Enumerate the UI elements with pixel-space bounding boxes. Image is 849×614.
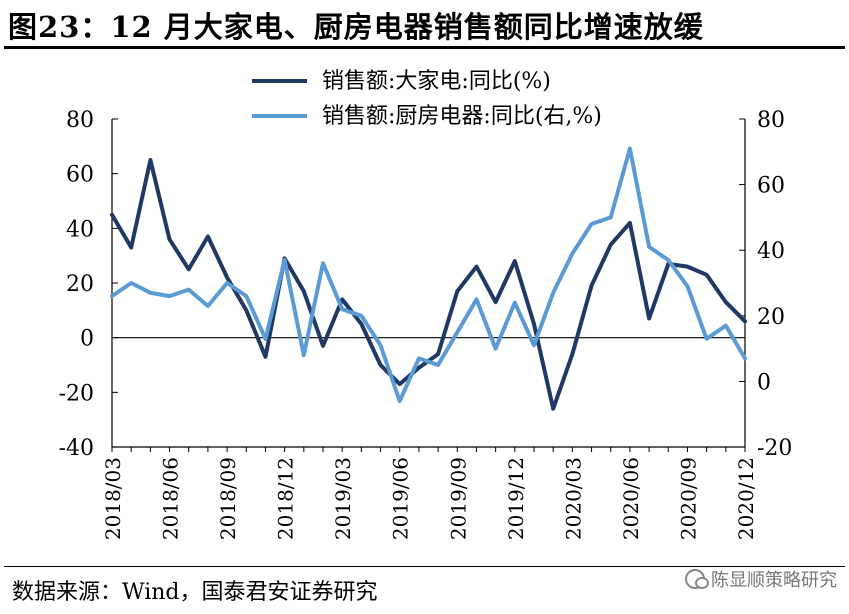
left-y-tick-label: 60 (66, 163, 94, 188)
legend-label-appliances: 销售额:大家电:同比(%) (322, 69, 551, 94)
title-underline (4, 46, 845, 49)
left-y-tick-label: 0 (80, 327, 94, 352)
left-y-tick-label: 40 (66, 217, 94, 242)
series-line-kitchen (110, 146, 747, 404)
left-y-tick-label: -40 (59, 436, 94, 461)
x-tick-label: 2020/12 (734, 457, 758, 540)
x-tick-label: 2019/09 (446, 457, 470, 540)
axes: -40 -20 0 20 40 60 80 -20 0 20 40 60 80 2018/03 2018/0… (59, 108, 793, 540)
x-tick-label: 2018/06 (159, 457, 183, 540)
x-tick-label: 2020/03 (561, 457, 585, 540)
right-y-tick-label: 80 (757, 108, 785, 133)
x-tick-label: 2019/03 (331, 457, 355, 540)
x-tick-label: 2018/03 (101, 457, 125, 540)
left-y-tick-label: -20 (59, 381, 94, 406)
right-y-tick-label: 20 (757, 305, 785, 330)
line-chart: -40 -20 0 20 40 60 80 -20 0 20 40 60 80 2018/03 2018/0… (59, 69, 793, 540)
x-tick-label: 2018/09 (216, 457, 240, 540)
x-tick-label: 2018/12 (274, 457, 298, 540)
left-y-tick-label: 80 (66, 108, 94, 133)
series-line-appliances (110, 158, 747, 411)
series-lines (110, 146, 747, 411)
x-tick-label: 2020/06 (619, 457, 643, 540)
watermark-text: 陈显顺策略研究 (711, 570, 837, 591)
x-tick-label: 2020/09 (676, 457, 700, 540)
right-y-tick-label: 40 (757, 239, 785, 264)
wechat-icon (685, 569, 709, 589)
x-tick-label: 2019/12 (504, 457, 528, 540)
legend: 销售额:大家电:同比(%) 销售额:厨房电器:同比(右,%) (252, 69, 602, 129)
x-tick-label: 2019/06 (389, 457, 413, 540)
chart-title: 图23：12 月大家电、厨房电器销售额同比增速放缓 (8, 10, 704, 44)
legend-label-kitchen: 销售额:厨房电器:同比(右,%) (322, 104, 602, 129)
source-note: 数据来源：Wind，国泰君安证券研究 (12, 580, 378, 605)
right-y-tick-label: -20 (757, 436, 792, 461)
left-y-tick-label: 20 (66, 272, 94, 297)
footer-divider (4, 566, 845, 567)
right-y-tick-label: 0 (757, 370, 771, 395)
watermark: 陈显顺策略研究 (685, 566, 837, 592)
right-y-tick-label: 60 (757, 174, 785, 199)
